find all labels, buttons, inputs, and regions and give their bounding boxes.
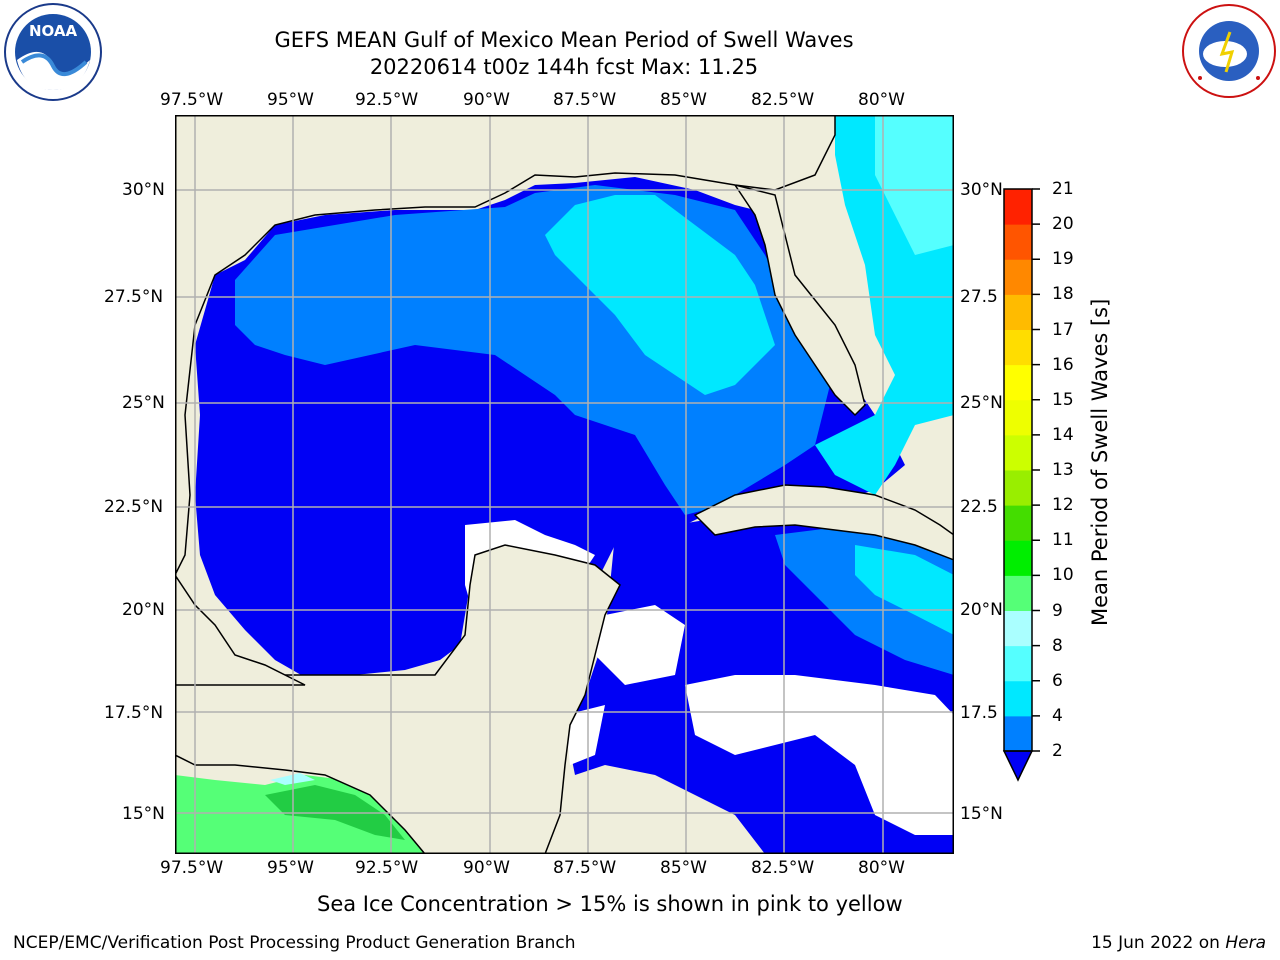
- atlantic-water-pale: [875, 115, 954, 255]
- colorbar-tick-label: 2: [1052, 741, 1063, 761]
- texas-mexico-coast: [175, 573, 306, 686]
- lat-label-right: 22.5: [960, 497, 998, 517]
- colorbar-swatch: [1004, 329, 1032, 366]
- map-panel: [175, 115, 954, 854]
- colorbar-swatch: [1004, 399, 1032, 436]
- colorbar-swatch: [1004, 224, 1032, 260]
- lon-label-bottom: 85°W: [660, 858, 707, 878]
- cuba-land: [693, 484, 954, 561]
- lat-label-left: 30°N: [122, 180, 165, 200]
- lat-label-left: 20°N: [122, 600, 165, 620]
- chart-title: GEFS MEAN Gulf of Mexico Mean Period of …: [274, 28, 854, 52]
- masked-region-4: [565, 705, 605, 765]
- lat-label-right: 25°N: [960, 393, 1003, 413]
- colorbar-swatch: [1004, 505, 1032, 541]
- colorbar-tick-label: 15: [1052, 389, 1074, 410]
- colorbar-tick-label: 21: [1052, 179, 1074, 199]
- lon-label-top: 95°W: [267, 90, 314, 110]
- colorbar-tick-label: 11: [1052, 530, 1074, 551]
- lat-label-left: 17.5°N: [104, 703, 164, 723]
- colorbar-tick-label: 18: [1052, 284, 1074, 305]
- colorbar-tick-label: 8: [1052, 635, 1063, 656]
- colorbar-swatch: [1004, 540, 1032, 576]
- gulf-water-light: [545, 195, 775, 395]
- colorbar-tick-label: 4: [1052, 705, 1063, 726]
- colorbar-swatch: [1004, 434, 1032, 471]
- lon-label-top: 85°W: [660, 90, 707, 110]
- colorbar-swatch: [1004, 645, 1032, 682]
- lat-label-right: 17.5: [960, 703, 998, 723]
- lon-label-bottom: 97.5°W: [160, 858, 224, 878]
- colorbar-swatch: [1004, 189, 1032, 225]
- colorbar: [1002, 188, 1040, 782]
- colorbar-swatches: [1004, 189, 1032, 752]
- lat-label-right: 30°N: [960, 180, 1003, 200]
- colorbar-swatch: [1004, 364, 1032, 401]
- colorbar-tick-label: 6: [1052, 670, 1063, 691]
- masked-region-2: [595, 605, 685, 685]
- colorbar-swatch: [1004, 575, 1032, 611]
- caribbean-water-light: [855, 545, 954, 635]
- colorbar-ticks: [1032, 188, 1040, 752]
- footer-host: Hera: [1225, 933, 1266, 953]
- lon-label-top: 90°W: [463, 90, 510, 110]
- lat-label-left: 15°N: [122, 804, 165, 824]
- northern-gulf-coast: [175, 115, 836, 576]
- yucatan-land: [175, 544, 621, 854]
- colorbar-tick-label: 9: [1052, 600, 1063, 621]
- colorbar-tick-label: 19: [1052, 249, 1074, 270]
- colorbar-swatch: [1004, 294, 1032, 330]
- colorbar-tick-label: 10: [1052, 565, 1074, 586]
- colorbar-tick-label: 17: [1052, 319, 1074, 340]
- colorbar-swatch: [1004, 715, 1032, 752]
- chart-subtitle: 20220614 t00z 144h fcst Max: 11.25: [369, 55, 759, 79]
- colorbar-swatch: [1004, 470, 1032, 506]
- lon-label-top: 97.5°W: [160, 90, 224, 110]
- lat-label-left: 25°N: [122, 393, 165, 413]
- map-caption: Sea Ice Concentration > 15% is shown in …: [317, 892, 903, 916]
- footer-date-text: 15 Jun 2022 on: [1091, 933, 1226, 953]
- lon-label-top: 92.5°W: [355, 90, 419, 110]
- colorbar-tick-label: 12: [1052, 495, 1074, 516]
- colorbar-swatch: [1004, 680, 1032, 717]
- lat-label-right: 27.5: [960, 287, 998, 307]
- footer-date: 15 Jun 2022 on Hera: [1091, 933, 1266, 953]
- colorbar-swatch: [1004, 259, 1032, 295]
- colorbar-extend-arrow: [1002, 750, 1034, 782]
- colorbar-tick-label: 20: [1052, 214, 1074, 235]
- nws-logo-icon: [1182, 4, 1276, 98]
- footer-credit: NCEP/EMC/Verification Post Processing Pr…: [13, 933, 576, 953]
- colorbar-tick-label: 14: [1052, 424, 1074, 445]
- lon-label-bottom: 80°W: [858, 858, 905, 878]
- lon-label-top: 80°W: [858, 90, 905, 110]
- colorbar-title: Mean Period of Swell Waves [s]: [1088, 298, 1112, 626]
- colorbar-swatch: [1004, 610, 1032, 647]
- lon-label-bottom: 87.5°W: [553, 858, 617, 878]
- noaa-logo-text: NOAA: [29, 22, 78, 40]
- florida-land: [733, 183, 866, 417]
- lon-label-bottom: 92.5°W: [355, 858, 419, 878]
- lon-label-bottom: 90°W: [463, 858, 510, 878]
- noaa-logo-icon: NOAA: [4, 3, 102, 101]
- colorbar-tick-label: 16: [1052, 354, 1074, 375]
- lat-label-right: 20°N: [960, 600, 1003, 620]
- lon-label-top: 87.5°W: [553, 90, 617, 110]
- lon-label-bottom: 95°W: [267, 858, 314, 878]
- lat-label-left: 22.5°N: [104, 497, 164, 517]
- map-gridlines: [175, 115, 954, 854]
- lon-label-bottom: 82.5°W: [751, 858, 815, 878]
- lat-label-left: 27.5°N: [104, 287, 164, 307]
- lat-label-right: 15°N: [960, 804, 1003, 824]
- colorbar-tick-label: 13: [1052, 460, 1074, 480]
- lon-label-top: 82.5°W: [751, 90, 815, 110]
- map-frame: [175, 115, 954, 854]
- masked-region-3: [685, 675, 954, 835]
